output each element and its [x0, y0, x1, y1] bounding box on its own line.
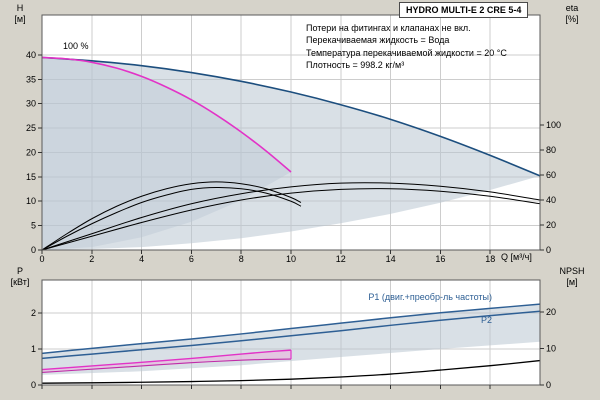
p-axis-label: P [кВт] — [2, 266, 38, 288]
h-axis-unit: [м] — [14, 14, 26, 24]
tick-label-y-left: 10 — [26, 196, 36, 206]
tick-label-y-left: 15 — [26, 172, 36, 182]
tick-label-y-right: 0 — [546, 245, 551, 255]
h-axis-symbol: H — [16, 3, 24, 13]
tick-label-x: 8 — [239, 254, 244, 264]
series-eta-curve-4 — [41, 188, 541, 251]
tick-label-y-left: 1 — [31, 344, 36, 354]
tick-label-y-left: 2 — [31, 308, 36, 318]
tick-label-y-left: 35 — [26, 74, 36, 84]
h-axis-label: H [м] — [4, 3, 36, 25]
tick-label-y-right: 20 — [546, 220, 556, 230]
note-line-3: Температура перекачиваемой жидкости = 20… — [306, 47, 507, 58]
tick-label-y-left: 40 — [26, 50, 36, 60]
series-qh-100pct-1-pump — [41, 56, 292, 173]
tick-label-y-right: 80 — [546, 145, 556, 155]
tick-label-y-right: 100 — [546, 120, 561, 130]
series-eta-curve-3 — [41, 182, 541, 251]
p-axis-unit: [кВт] — [10, 277, 30, 287]
eta-axis-label: eta [%] — [550, 3, 594, 25]
npsh-axis-symbol: NPSH — [559, 266, 585, 276]
note-line-4: Плотность = 998.2 кг/м³ — [306, 59, 405, 70]
tick-label-y-right: 0 — [546, 380, 551, 390]
region-power-envelope — [42, 304, 540, 375]
tick-label-y-left: 30 — [26, 99, 36, 109]
q-axis-label: Q [м³/ч] — [501, 252, 532, 262]
tick-label-x: 6 — [189, 254, 194, 264]
npsh-axis-unit: [м] — [566, 277, 578, 287]
tick-label-x: 18 — [485, 254, 495, 264]
tick-label-y-left: 20 — [26, 147, 36, 157]
series-npsh-curve — [41, 359, 541, 384]
p-axis-symbol: P — [16, 266, 23, 276]
region-operating-envelope-2-pumps — [42, 57, 540, 251]
series-p2-curve — [41, 310, 541, 360]
tick-label-y-left: 0 — [31, 245, 36, 255]
npsh-axis-label: NPSH [м] — [547, 266, 597, 288]
note-line-2: Перекачиваемая жидкость = Вода — [306, 35, 450, 46]
note-line-1: Потери на фитингах и клапанах не вкл. — [306, 23, 471, 33]
series-qh-max-speed-2-pumps — [41, 56, 541, 177]
pump-model-title: HYDRO MULTI-E 2 CRE 5-4 — [399, 2, 529, 18]
series-p1-curve — [41, 303, 541, 355]
tick-label-y-left: 5 — [31, 221, 36, 231]
eta-axis-unit: [%] — [565, 14, 579, 24]
tick-label-x: 4 — [139, 254, 144, 264]
p1-curve-label: P1 (двиг.+преобр-ль частоты) — [368, 292, 492, 302]
series-p1-100pct-curve — [41, 349, 292, 371]
tick-label-y-right: 20 — [546, 307, 556, 317]
conditions-note: Потери на фитингах и клапанах не вкл. Пе… — [306, 22, 507, 71]
eta-axis-symbol: eta — [565, 3, 579, 13]
tick-label-y-left: 25 — [26, 123, 36, 133]
tick-label-x: 16 — [435, 254, 445, 264]
tick-label-y-right: 10 — [546, 344, 556, 354]
p2-curve-label: P2 — [481, 315, 493, 325]
tick-label-x: 12 — [336, 254, 346, 264]
tick-label-y-left: 0 — [31, 380, 36, 390]
tick-label-x: 0 — [39, 254, 44, 264]
tick-label-x: 10 — [286, 254, 296, 264]
series-p2-100pct-curve — [41, 358, 292, 373]
speed-100-label: 100 % — [63, 41, 89, 51]
tick-label-y-right: 40 — [546, 195, 556, 205]
series-eta-curve-2 — [41, 186, 302, 251]
tick-label-y-right: 60 — [546, 170, 556, 180]
tick-label-x: 14 — [386, 254, 396, 264]
tick-label-x: 2 — [89, 254, 94, 264]
